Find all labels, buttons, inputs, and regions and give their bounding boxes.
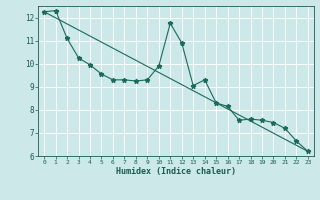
X-axis label: Humidex (Indice chaleur): Humidex (Indice chaleur) bbox=[116, 167, 236, 176]
